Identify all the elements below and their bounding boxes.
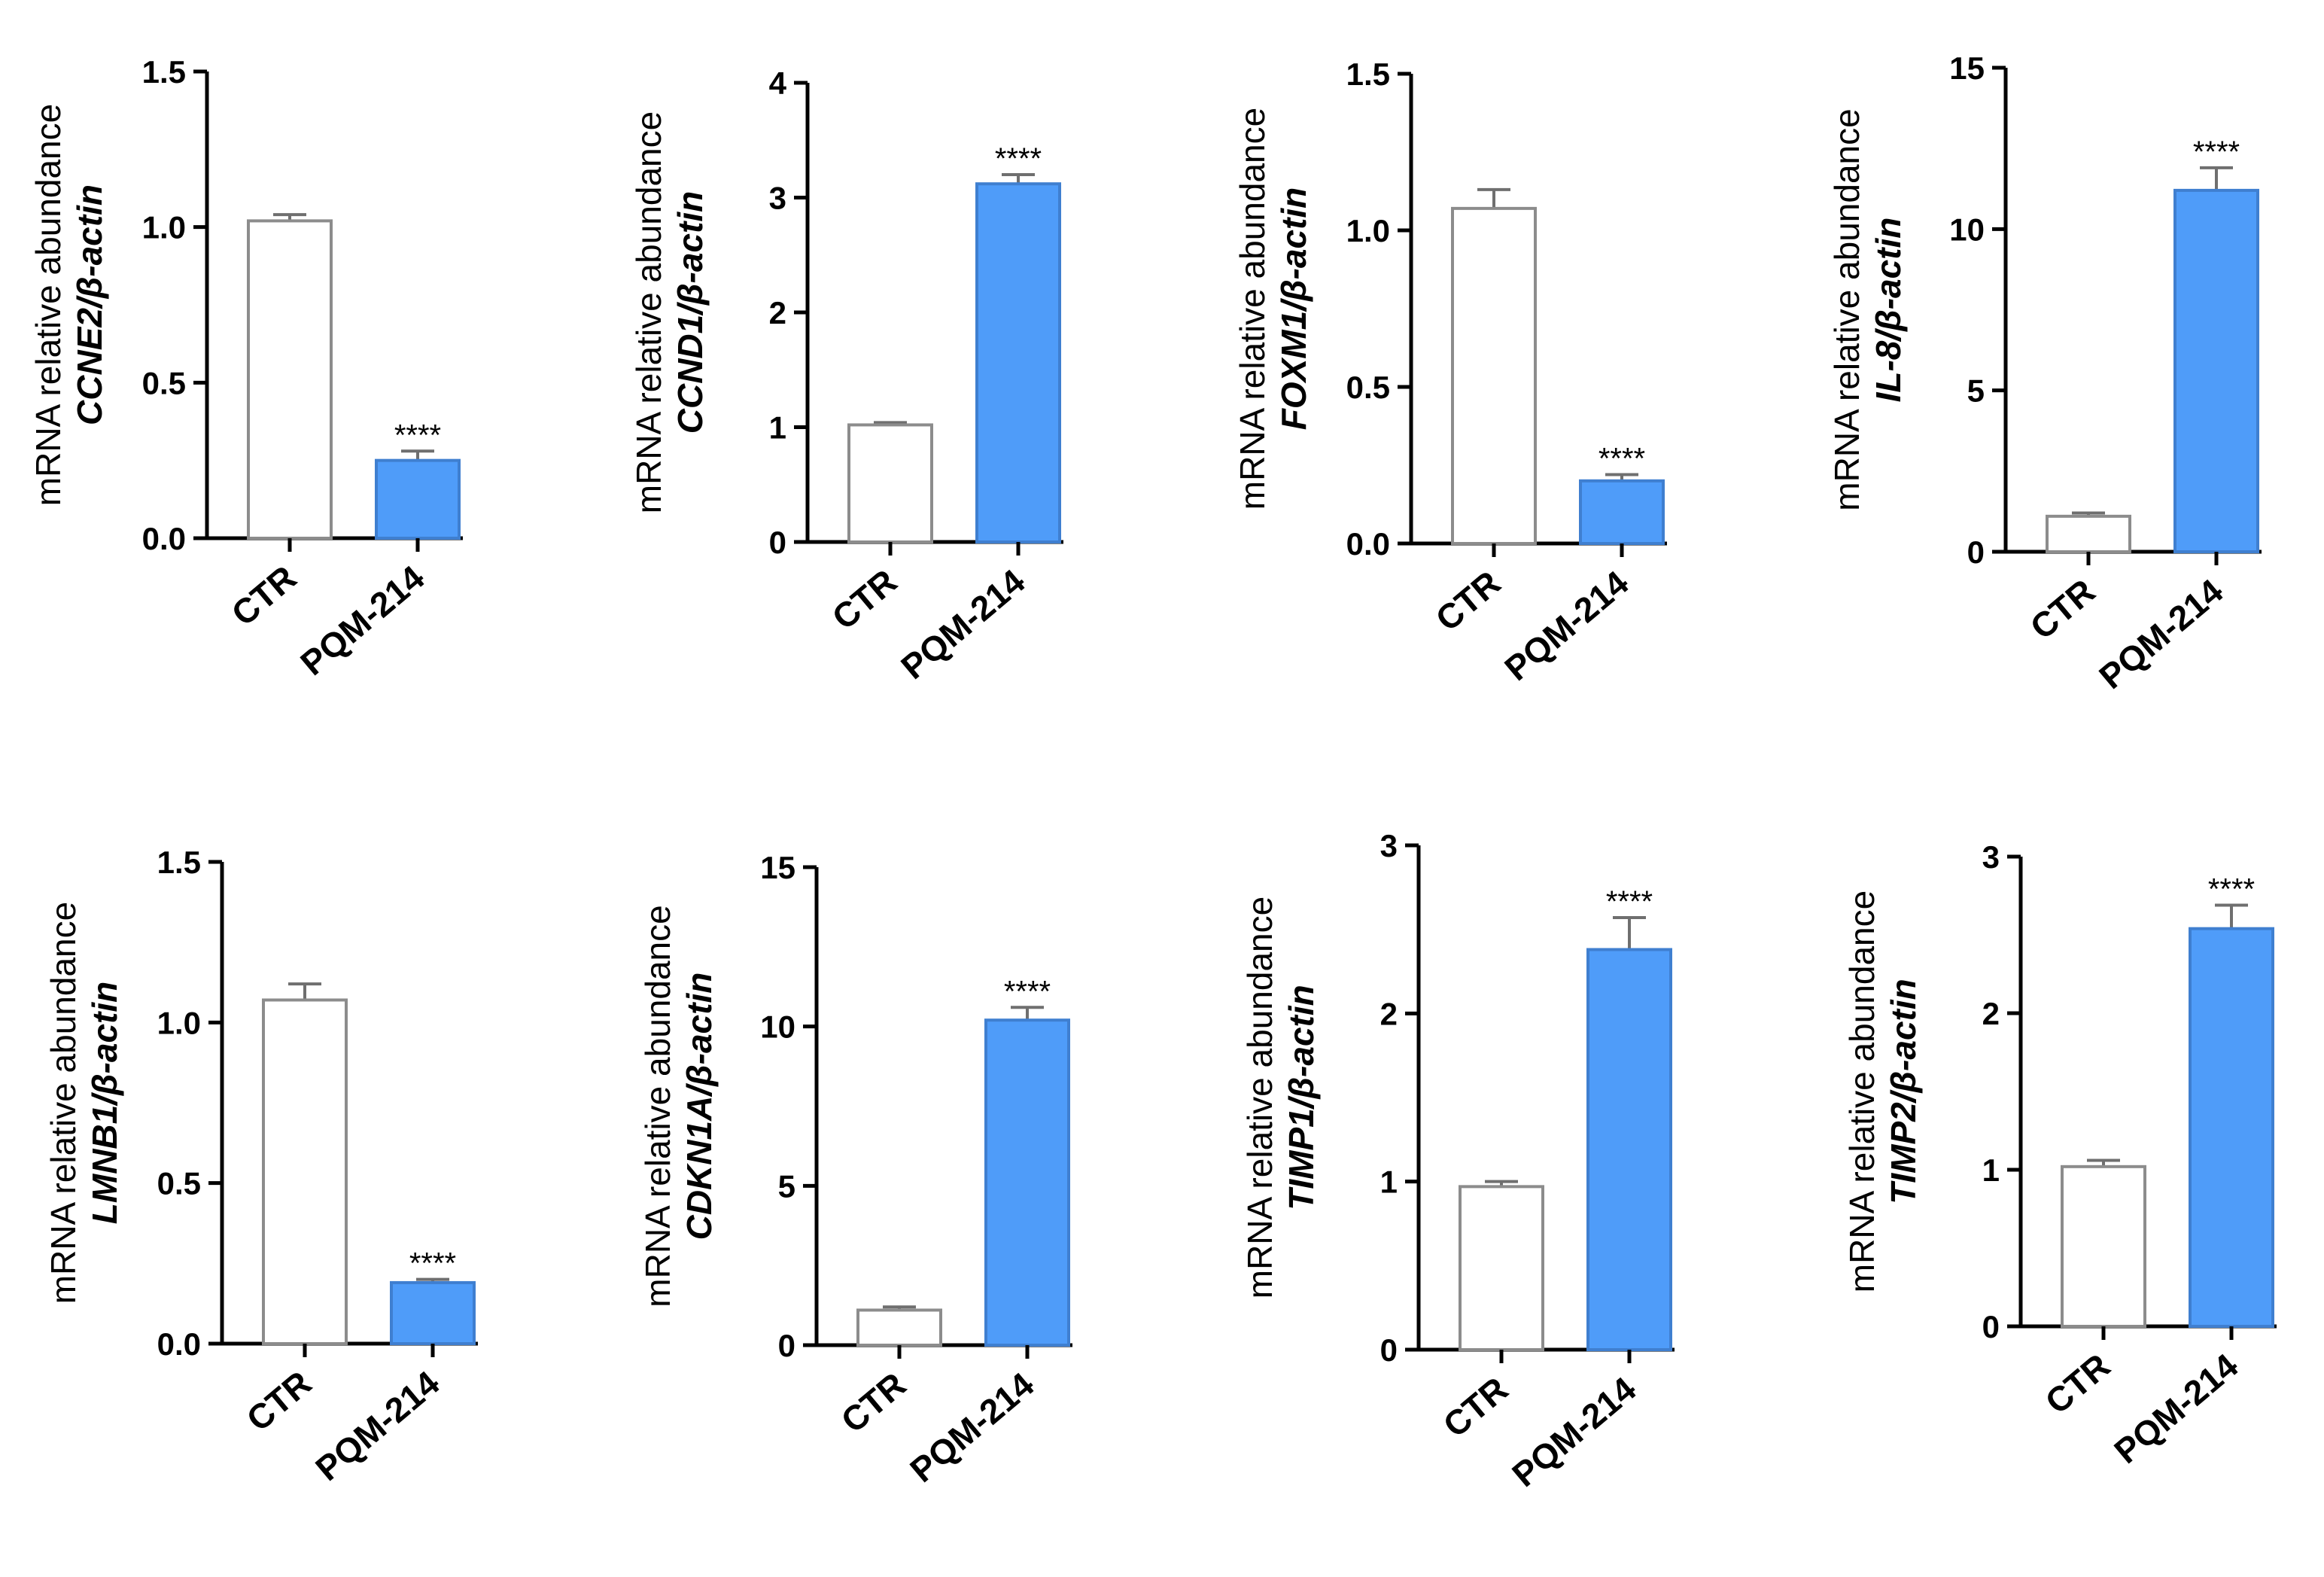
y-tick-label: 1.0 (142, 210, 186, 245)
bar-pqm-214 (1579, 479, 1665, 545)
bar-pqm-214 (2173, 188, 2259, 553)
bar-pqm-214 (984, 1018, 1070, 1347)
y-axis-gene-label: IL-8/β-actin (1869, 218, 1908, 403)
y-tick-label: 1 (1982, 1152, 2000, 1188)
y-axis-gene-label: LMNB1/β-actin (85, 982, 124, 1224)
y-tick-label: 0 (1982, 1309, 2000, 1344)
y-axis-gene-label: CCNE2/β-actin (70, 184, 109, 425)
y-tick-label: 0 (1967, 534, 1985, 570)
y-tick-label: 1.5 (1346, 56, 1390, 92)
y-tick-label: 3 (1982, 839, 2000, 875)
y-tick-label: 1.5 (157, 845, 201, 880)
y-tick-label: 3 (769, 181, 786, 216)
y-tick-label: 4 (769, 65, 787, 101)
y-tick-label: 10 (760, 1009, 795, 1045)
bar-pqm-214 (375, 458, 461, 540)
y-tick-label: 1.0 (1346, 213, 1390, 248)
y-tick-label: 0.5 (157, 1166, 201, 1201)
bar-ctr (847, 423, 933, 544)
y-tick-label: 0 (769, 525, 786, 560)
y-axis-label: mRNA relative abundance (29, 104, 68, 506)
bar-ctr (1459, 1185, 1544, 1352)
bar-pqm-214 (2189, 927, 2274, 1329)
significance-label: **** (2208, 872, 2255, 906)
significance-label: **** (1606, 885, 1653, 918)
y-tick-label: 0.0 (157, 1326, 201, 1362)
y-axis-label: mRNA relative abundance (1827, 108, 1866, 510)
y-axis-label: mRNA relative abundance (638, 905, 677, 1307)
y-tick-label: 1.5 (142, 54, 186, 90)
y-tick-label: 0.5 (142, 365, 186, 400)
y-axis-label: mRNA relative abundance (1233, 108, 1272, 510)
bar-ctr (856, 1308, 942, 1347)
y-axis-gene-label: TIMP2/β-actin (1884, 979, 1923, 1204)
y-axis-gene-label: CCND1/β-actin (671, 191, 710, 434)
y-tick-label: 5 (1967, 373, 1985, 409)
significance-label: **** (394, 419, 441, 452)
y-tick-label: 3 (1380, 828, 1398, 863)
y-tick-label: 10 (1949, 212, 1985, 247)
bar-pqm-214 (975, 182, 1061, 543)
y-axis-label: mRNA relative abundance (1240, 897, 1279, 1298)
y-axis-label: mRNA relative abundance (44, 902, 83, 1304)
y-tick-label: 2 (1380, 996, 1398, 1031)
y-tick-label: 15 (760, 850, 795, 885)
y-tick-label: 0.0 (142, 521, 186, 556)
bar-pqm-214 (390, 1280, 476, 1346)
y-axis-gene-label: FOXM1/β-actin (1274, 187, 1313, 430)
y-tick-label: 1 (1380, 1164, 1398, 1200)
bar-ctr (247, 219, 333, 540)
y-tick-label: 1.0 (157, 1005, 201, 1040)
significance-label: **** (995, 142, 1042, 175)
bar-ctr (2046, 514, 2131, 554)
y-axis-label: mRNA relative abundance (629, 111, 668, 513)
y-tick-label: 5 (778, 1168, 795, 1204)
y-tick-label: 1 (769, 410, 786, 446)
bar-ctr (2061, 1164, 2146, 1328)
significance-label: **** (409, 1247, 456, 1280)
y-tick-label: 0.0 (1346, 526, 1390, 562)
y-tick-label: 2 (1982, 996, 2000, 1031)
y-axis-gene-label: TIMP1/β-actin (1282, 985, 1321, 1210)
bar-ctr (262, 998, 348, 1345)
y-tick-label: 0 (1380, 1332, 1398, 1368)
y-axis-gene-label: CDKN1A/β-actin (680, 973, 719, 1241)
significance-label: **** (1599, 442, 1645, 475)
y-tick-label: 0.5 (1346, 370, 1390, 405)
significance-label: **** (2193, 135, 2240, 169)
y-axis-label: mRNA relative abundance (1842, 890, 1881, 1292)
significance-label: **** (1004, 975, 1051, 1008)
bar-ctr (1451, 206, 1537, 545)
bar-pqm-214 (1586, 948, 1672, 1351)
y-tick-label: 0 (778, 1328, 795, 1363)
y-tick-label: 2 (769, 295, 786, 330)
y-tick-label: 15 (1949, 50, 1985, 86)
